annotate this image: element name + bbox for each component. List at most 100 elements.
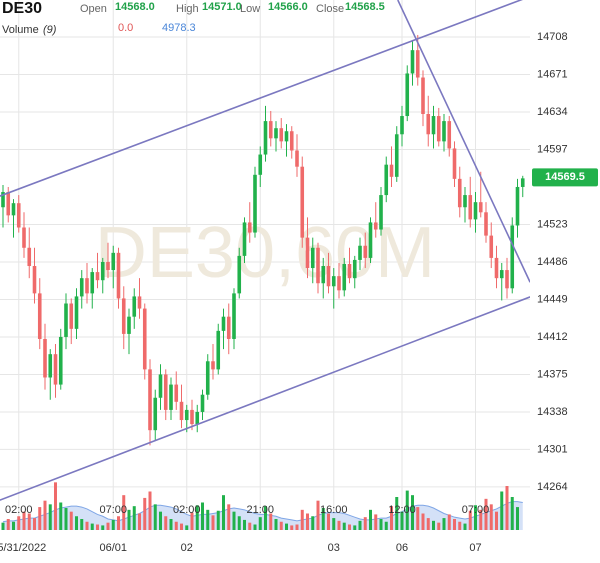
candle-body — [405, 73, 410, 117]
x-tick-label: 07:00 — [462, 504, 490, 516]
x-date-label: 05/31/2022 — [0, 542, 46, 554]
volume-bar — [505, 486, 509, 530]
candle-body — [431, 116, 436, 135]
volume-bar — [295, 524, 299, 530]
volume-bar — [479, 509, 483, 530]
volume-ma-value: 4978.3 — [162, 22, 196, 34]
volume-bar — [442, 518, 446, 530]
volume-bar — [384, 521, 388, 530]
volume-bar — [348, 524, 351, 530]
volume-bar — [279, 521, 283, 530]
close-label: Close — [316, 3, 344, 15]
candle-body — [484, 212, 488, 236]
candle-body — [384, 164, 389, 196]
candle-body — [153, 397, 158, 431]
candle-body — [515, 186, 520, 226]
volume-bar — [416, 507, 420, 530]
candle-body — [489, 235, 494, 258]
candle-body — [121, 298, 126, 334]
volume-bar — [453, 519, 456, 530]
volume-bar — [148, 491, 152, 530]
volume-bar — [253, 524, 257, 530]
volume-bar — [411, 495, 414, 530]
candle-body — [184, 409, 189, 421]
volume-bar — [500, 491, 504, 530]
volume-bar — [232, 511, 236, 530]
candle-body — [268, 121, 273, 139]
volume-bar — [484, 498, 488, 530]
x-date-label: 03 — [328, 542, 340, 554]
volume-bar — [510, 497, 514, 530]
y-tick-label: 14338 — [537, 406, 568, 418]
candle-body — [95, 272, 100, 281]
candle-body — [111, 252, 116, 271]
volume-bar — [69, 511, 73, 530]
candle-body — [295, 150, 299, 167]
volume-bar — [80, 519, 84, 530]
volume-bar — [437, 522, 441, 530]
x-date-label: 06/01 — [99, 542, 127, 554]
y-tick-label: 14486 — [537, 256, 568, 268]
candle-body — [263, 121, 268, 155]
volume-bar — [342, 522, 346, 530]
last-price-box — [532, 168, 598, 187]
candle-body — [116, 252, 121, 299]
volume-bar — [159, 511, 162, 530]
y-tick-label: 14375 — [537, 368, 568, 380]
volume-bar — [174, 521, 178, 530]
open-value: 14568.0 — [115, 1, 155, 13]
candle-body — [473, 202, 478, 220]
low-label: Low — [240, 3, 260, 15]
candle-body — [510, 225, 515, 289]
volume-bar — [190, 512, 194, 530]
volume-bar — [290, 525, 294, 530]
volume-bar — [248, 522, 252, 530]
volume-bar — [211, 515, 215, 530]
candle-body — [32, 266, 37, 294]
candle-body — [169, 384, 173, 410]
volume-bar — [127, 509, 131, 530]
volume-bar — [195, 505, 199, 530]
candle-body — [190, 409, 194, 425]
volume-bar — [33, 518, 36, 530]
candle-body — [326, 266, 331, 287]
volume-bar — [143, 497, 147, 530]
volume-bar — [495, 511, 498, 530]
x-date-label: 02 — [181, 542, 193, 554]
candle-body — [331, 276, 336, 287]
volume-bar — [48, 504, 52, 530]
y-tick-label: 14523 — [537, 218, 568, 230]
watermark: DE30,60M — [95, 213, 435, 293]
close-value: 14568.5 — [345, 1, 385, 13]
volume-bar — [122, 495, 126, 530]
volume-bar — [463, 523, 467, 530]
candle-body — [289, 131, 294, 151]
candle-body — [258, 154, 263, 175]
open-label: Open — [80, 3, 107, 15]
candle-body — [69, 303, 74, 329]
candle-body — [58, 336, 63, 385]
volume-bar — [369, 509, 372, 530]
candle-body — [284, 131, 289, 142]
candle-body — [368, 222, 373, 258]
candle-body — [90, 272, 95, 294]
volume-bar — [106, 522, 110, 530]
volume-bar — [17, 516, 21, 530]
volume-bar — [138, 513, 141, 530]
high-value: 14571.0 — [202, 1, 242, 13]
grid — [0, 0, 530, 530]
candle-body — [463, 195, 467, 208]
volume-bar — [264, 506, 267, 530]
volume-bar — [206, 509, 210, 530]
candle-body — [421, 77, 425, 115]
candle-body — [48, 354, 53, 378]
x-date-label: 07 — [469, 542, 481, 554]
y-tick-label: 14301 — [537, 443, 568, 455]
candle-body — [195, 411, 200, 425]
candle-body — [137, 296, 142, 309]
volume-bar — [96, 524, 99, 530]
volume-bar — [237, 516, 241, 530]
volume-bar — [153, 504, 157, 530]
volume-bar — [27, 513, 31, 530]
axis: 14708 14671 14634 14597 14523 14486 14449 14412… — [0, 31, 598, 554]
